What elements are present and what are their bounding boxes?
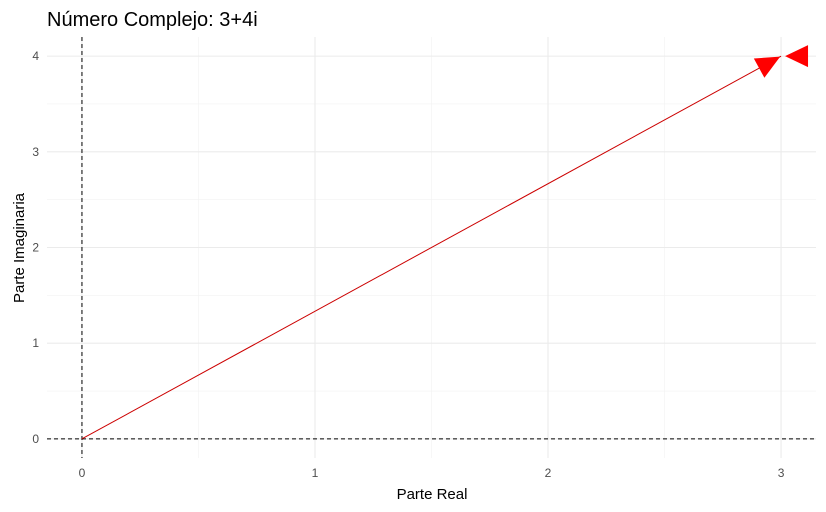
x-tick-label: 0 [79,466,86,480]
x-tick-label: 1 [312,466,319,480]
point-marker [785,45,809,68]
y-tick-label: 0 [32,432,39,446]
y-tick-label: 3 [32,145,39,159]
vector-line [81,55,782,440]
y-axis-label: Parte Imaginaria [11,192,28,303]
x-tick-label: 2 [545,466,552,480]
y-tick-label: 2 [32,241,39,255]
y-axis-ticks: 0 1 2 3 4 [32,49,39,446]
chart-title: Número Complejo: 3+4i [47,9,258,31]
x-tick-label: 3 [778,466,785,480]
reference-lines [47,37,816,458]
vector-arrowhead [753,56,781,78]
data-series [81,45,809,440]
y-tick-label: 4 [32,49,39,63]
x-axis-ticks: 0 1 2 3 [79,466,785,480]
x-axis-label: Parte Real [397,486,468,503]
y-tick-label: 1 [32,336,39,350]
